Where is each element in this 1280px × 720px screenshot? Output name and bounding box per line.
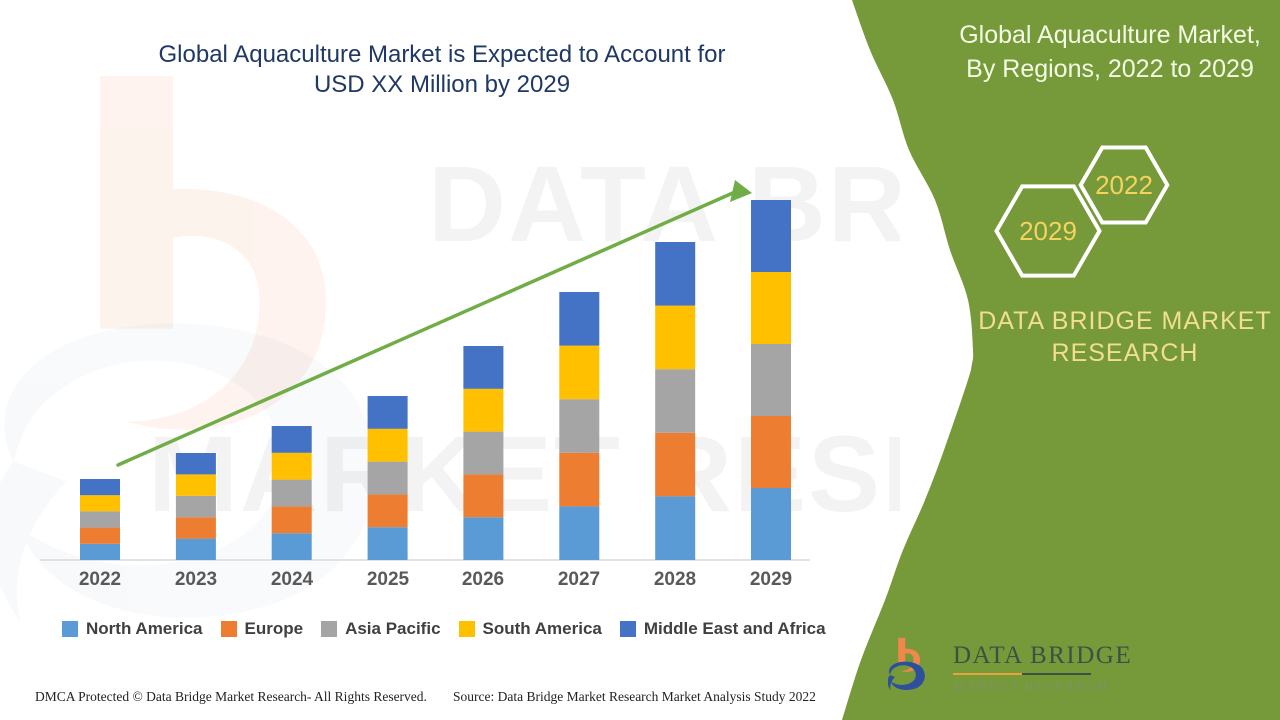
svg-text:2029: 2029 xyxy=(1019,216,1077,246)
svg-text:2022: 2022 xyxy=(1095,170,1153,200)
